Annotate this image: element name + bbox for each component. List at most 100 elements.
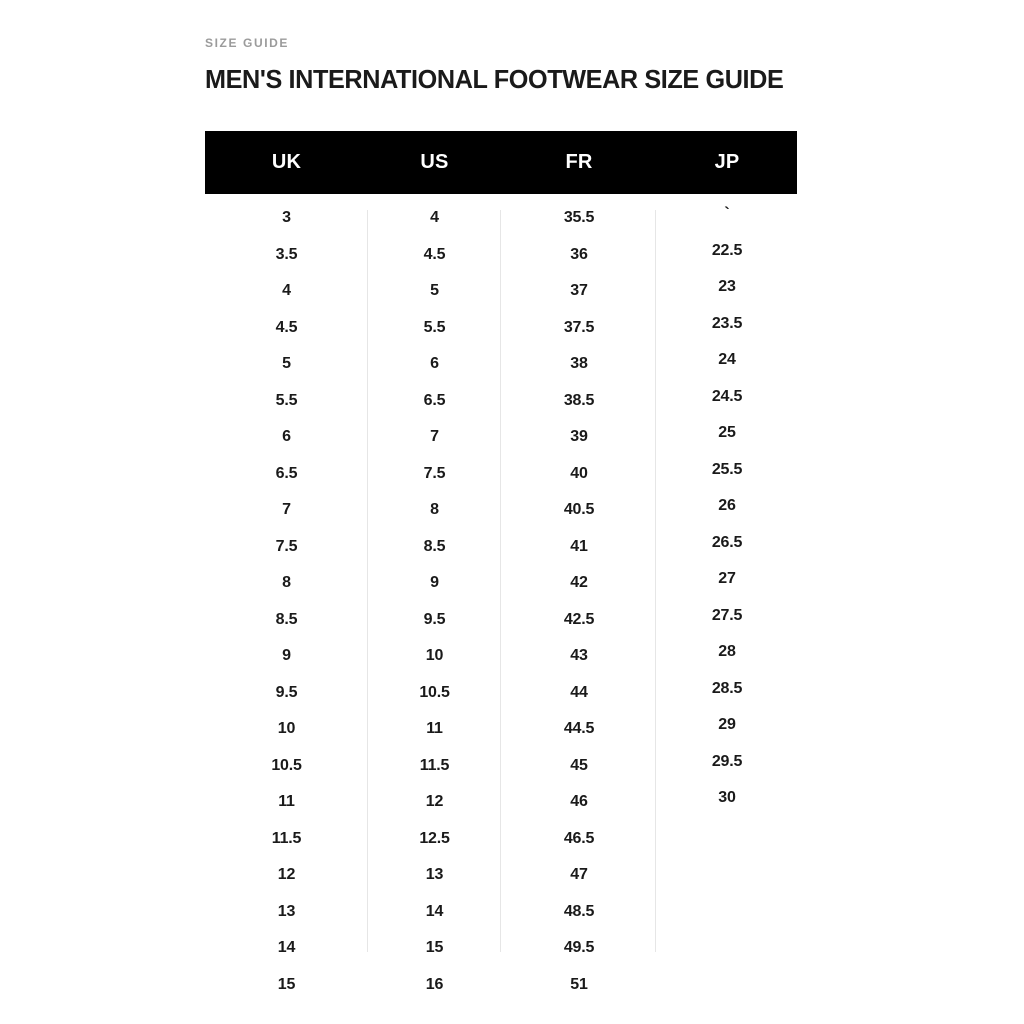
size-cell: 35.5 xyxy=(563,209,595,227)
size-cell: 26 xyxy=(718,497,736,515)
size-cell: 25 xyxy=(718,424,736,442)
size-cell: 46.5 xyxy=(563,829,595,847)
size-cell: 6.5 xyxy=(423,391,446,409)
table-row: 14 15 49.5 xyxy=(205,930,797,967)
size-cell: 14 xyxy=(277,939,296,957)
size-cell: 16 xyxy=(425,975,444,993)
size-conversion-table: UK US FR JP 3 4 35.5 ` 3.5 4.5 36 22.5 4 5 37 23 4.5 5.5… xyxy=(205,131,797,1003)
size-cell: 37 xyxy=(570,282,588,300)
size-cell: 15 xyxy=(277,975,296,993)
table-row: 6.5 7.5 40 25.5 xyxy=(205,456,797,493)
table-row: 8.5 9.5 42.5 27.5 xyxy=(205,602,797,639)
size-cell: 22.5 xyxy=(711,241,743,259)
size-cell: 10.5 xyxy=(419,683,450,701)
size-cell: 5.5 xyxy=(423,318,446,336)
table-row: 5.5 6.5 38.5 24.5 xyxy=(205,383,797,420)
size-cell: 10 xyxy=(425,647,444,665)
table-row: 8 9 42 27 xyxy=(205,565,797,602)
size-cell: 4.5 xyxy=(275,318,298,336)
size-cell: 29 xyxy=(718,716,736,734)
table-row: 3 4 35.5 ` xyxy=(205,200,797,237)
table-row: 12 13 47 xyxy=(205,857,797,894)
size-cell: 5.5 xyxy=(275,391,298,409)
table-row: 15 16 51 xyxy=(205,967,797,1004)
size-cell: 10.5 xyxy=(271,756,302,774)
table-row: 7 8 40.5 26 xyxy=(205,492,797,529)
column-header: JP xyxy=(714,151,740,173)
size-cell: 24 xyxy=(718,351,736,369)
table-row: 13 14 48.5 xyxy=(205,894,797,931)
size-cell: 4.5 xyxy=(423,245,446,263)
size-cell: 9 xyxy=(282,647,291,665)
size-cell: 4 xyxy=(282,282,291,300)
size-cell: 9.5 xyxy=(423,610,446,628)
size-cell: 14 xyxy=(425,902,444,920)
size-cell: 9.5 xyxy=(275,683,298,701)
table-row: 5 6 38 24 xyxy=(205,346,797,383)
column-divider-us-fr xyxy=(500,210,501,952)
size-cell: 5 xyxy=(430,282,439,300)
size-cell: 15 xyxy=(425,939,444,957)
size-cell: 28.5 xyxy=(711,679,743,697)
size-cell: 26.5 xyxy=(711,533,743,551)
size-cell: 51 xyxy=(570,975,588,993)
size-cell: 39 xyxy=(570,428,588,446)
size-cell: 12.5 xyxy=(419,829,450,847)
size-cell: 44.5 xyxy=(563,720,595,738)
page-title: MEN'S INTERNATIONAL FOOTWEAR SIZE GUIDE xyxy=(205,64,784,94)
size-cell: 3 xyxy=(282,209,291,227)
column-header: FR xyxy=(565,151,593,173)
column-divider-fr-jp xyxy=(655,210,656,952)
size-cell: 12 xyxy=(277,866,296,884)
size-cell: 5 xyxy=(282,355,291,373)
size-cell: 23.5 xyxy=(711,314,743,332)
size-cell: 37.5 xyxy=(563,318,595,336)
size-cell: 42.5 xyxy=(563,610,595,628)
size-cell: 4 xyxy=(430,209,439,227)
size-cell: 8.5 xyxy=(275,610,298,628)
table-row: 11.5 12.5 46.5 xyxy=(205,821,797,858)
size-cell: 24.5 xyxy=(711,387,743,405)
size-cell: 41 xyxy=(570,537,588,555)
size-cell: 12 xyxy=(425,793,444,811)
size-cell: 7.5 xyxy=(275,537,298,555)
eyebrow-label: SIZE GUIDE xyxy=(205,36,290,50)
size-cell: 40.5 xyxy=(563,501,595,519)
size-cell: 13 xyxy=(277,902,296,920)
size-cell: 13 xyxy=(425,866,444,884)
size-cell: 28 xyxy=(718,643,736,661)
size-cell: 49.5 xyxy=(563,939,595,957)
table-row: 3.5 4.5 36 22.5 xyxy=(205,237,797,274)
size-cell: 11 xyxy=(278,793,295,811)
column-divider-uk-us xyxy=(367,210,368,952)
size-cell: 46 xyxy=(570,793,588,811)
size-cell: 11.5 xyxy=(419,756,450,774)
table-header-row: UK US FR JP xyxy=(205,131,797,194)
table-row: 10 11 44.5 29 xyxy=(205,711,797,748)
table-row: 6 7 39 25 xyxy=(205,419,797,456)
table-row: 11 12 46 30 xyxy=(205,784,797,821)
size-cell: 38.5 xyxy=(563,391,595,409)
size-cell: 45 xyxy=(570,756,588,774)
size-cell: 8.5 xyxy=(423,537,446,555)
size-cell: 42 xyxy=(570,574,588,592)
size-cell: 10 xyxy=(277,720,296,738)
size-cell: 36 xyxy=(570,245,588,263)
size-cell: 6.5 xyxy=(275,464,298,482)
table-row: 9 10 43 28 xyxy=(205,638,797,675)
size-cell: 43 xyxy=(570,647,588,665)
size-cell: 27 xyxy=(718,570,736,588)
size-cell: 29.5 xyxy=(711,752,743,770)
size-cell: 6 xyxy=(430,355,439,373)
table-row: 9.5 10.5 44 28.5 xyxy=(205,675,797,712)
size-cell: 38 xyxy=(570,355,588,373)
size-cell: 11.5 xyxy=(271,829,302,847)
table-row: 10.5 11.5 45 29.5 xyxy=(205,748,797,785)
size-cell: 40 xyxy=(570,464,588,482)
size-cell: 25.5 xyxy=(711,460,743,478)
size-cell: 8 xyxy=(282,574,291,592)
size-cell: 23 xyxy=(718,278,736,296)
column-header: US xyxy=(420,151,449,173)
table-row: 4.5 5.5 37.5 23.5 xyxy=(205,310,797,347)
